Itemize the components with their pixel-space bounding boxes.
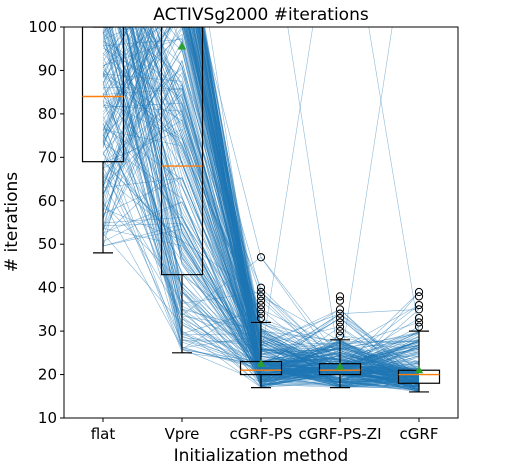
case-line xyxy=(107,27,420,380)
y-tick-label: 60 xyxy=(38,192,57,210)
outlier-point xyxy=(414,313,424,323)
boxes xyxy=(81,27,441,393)
x-tick-label: Vpre xyxy=(165,425,200,443)
mean-marker xyxy=(177,42,187,50)
outlier-point xyxy=(256,287,266,297)
outlier-point xyxy=(335,318,345,327)
outlier-point xyxy=(335,331,345,340)
mean-marker xyxy=(335,362,345,370)
outlier-point xyxy=(335,313,345,323)
box-flat xyxy=(81,27,125,254)
outlier-point xyxy=(256,309,266,318)
y-tick-label: 20 xyxy=(38,366,57,384)
outlier-point xyxy=(335,305,345,314)
y-axis: 10 20 30 40 50 60 70 80 90 100 xyxy=(28,18,64,427)
outlier-point xyxy=(414,292,424,301)
outlier-point xyxy=(256,313,266,323)
case-line xyxy=(287,27,393,366)
box-cGRF-PS-ZI xyxy=(318,292,362,389)
x-axis: flat Vpre cGRF-PS cGRF-PS-ZI cGRF xyxy=(91,418,439,443)
outlier-point xyxy=(414,318,424,327)
outlier-point xyxy=(335,292,345,301)
y-axis-label: # iterations xyxy=(2,172,22,272)
outlier-point xyxy=(256,283,266,292)
box-Vpre xyxy=(160,27,204,354)
outlier-point xyxy=(256,296,266,305)
y-tick-label: 70 xyxy=(38,148,57,166)
x-tick-label: flat xyxy=(91,425,116,443)
outlier-point xyxy=(256,305,266,314)
x-tick-label: cGRF-PS-ZI xyxy=(298,425,381,443)
y-tick-label: 100 xyxy=(28,18,57,36)
outlier-point xyxy=(414,305,424,314)
outlier-point xyxy=(256,300,266,310)
box-cGRF xyxy=(397,287,441,393)
outlier-point xyxy=(256,253,266,262)
outlier-point xyxy=(256,292,266,301)
outlier-point xyxy=(414,322,424,331)
mean-marker xyxy=(414,365,424,374)
mean-marker xyxy=(256,359,266,367)
outlier-point xyxy=(335,322,345,331)
x-tick-label: cGRF-PS xyxy=(230,425,293,443)
box-cGRF-PS xyxy=(239,253,283,389)
box-body xyxy=(160,27,204,276)
case-line xyxy=(168,27,420,374)
outlier-point xyxy=(335,296,345,305)
y-tick-label: 30 xyxy=(38,322,57,340)
y-tick-label: 80 xyxy=(38,105,57,123)
y-tick-label: 90 xyxy=(38,61,57,79)
outlier-point xyxy=(414,300,424,310)
chart-title: ACTIVSg2000 #iterations xyxy=(153,5,369,25)
box-body xyxy=(81,27,125,163)
y-tick-label: 50 xyxy=(38,235,57,253)
outlier-point xyxy=(335,327,345,336)
x-axis-label: Initialization method xyxy=(174,446,349,466)
outlier-point xyxy=(335,309,345,318)
x-tick-label: cGRF xyxy=(400,425,439,443)
y-tick-label: 40 xyxy=(38,279,57,297)
outlier-point xyxy=(414,287,424,297)
y-tick-label: 10 xyxy=(38,409,57,427)
